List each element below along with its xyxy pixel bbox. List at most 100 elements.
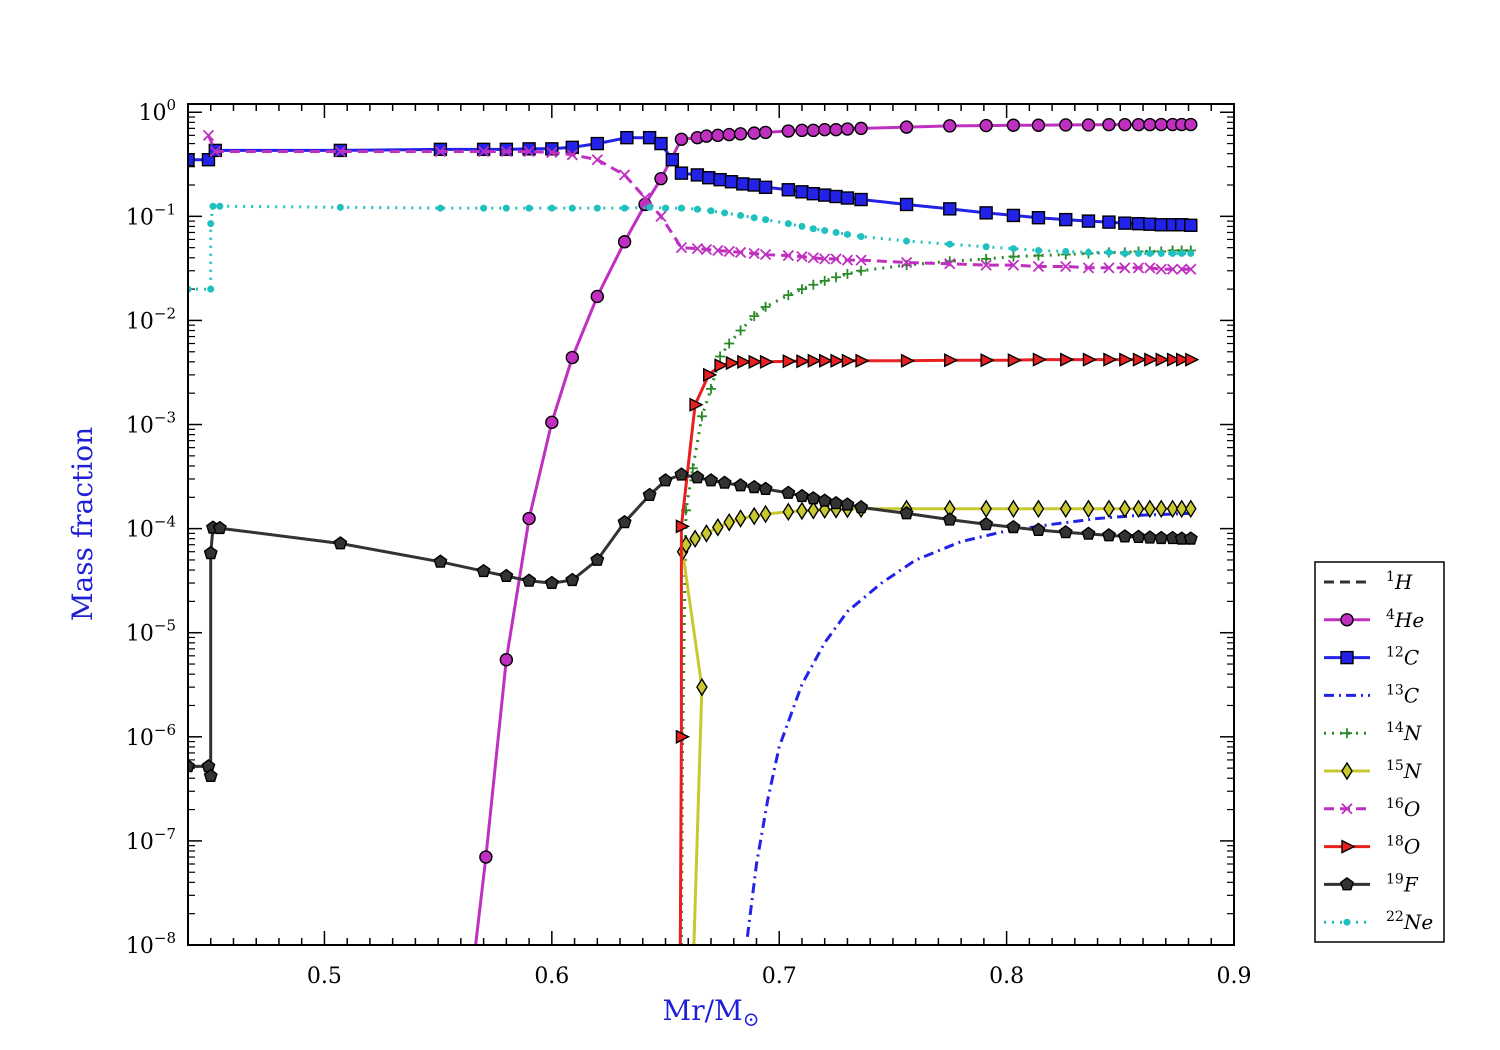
data-point [903,237,911,245]
data-point [856,265,867,276]
data-point [1102,117,1116,132]
data-point [750,214,758,222]
data-point [758,481,773,495]
data-point [1132,262,1145,274]
x-tick-label: 0.7 [762,964,797,989]
data-point [1006,118,1021,132]
legend-item: 19F [1324,871,1419,896]
data-point [794,488,809,503]
data-point [654,136,668,151]
data-point [334,145,346,158]
legend-marker [1341,803,1353,815]
data-point [689,529,701,549]
data-point [795,123,809,138]
data-point [1118,216,1132,230]
series-13-C [745,511,1191,937]
data-point [1185,352,1200,367]
data-point [762,216,770,224]
data-point [480,204,488,212]
data-point [1082,352,1098,367]
data-point [807,500,820,520]
data-point [724,175,739,189]
data-point [522,573,537,587]
data-point [1143,217,1157,231]
data-point [1103,352,1118,367]
series-layer [188,117,1200,945]
data-point [639,192,651,204]
y-tick-labels: 10−8 10−7 10−6 10−5 10−4 10−3 10−2 10−1 100 [126,96,176,959]
data-point [711,128,725,143]
data-point [748,247,760,260]
data-point [1032,260,1045,273]
series-22-Ne [188,202,1195,293]
data-point [841,254,854,266]
data-point [1007,259,1020,271]
data-point [734,509,747,528]
x-tick-labels: 0.5 0.6 0.7 0.8 0.9 [307,964,1252,989]
data-point [854,500,869,514]
data-point [1144,352,1159,367]
data-point [748,354,763,369]
legend-label: 13C [1386,682,1419,707]
data-point [1060,260,1072,273]
data-point [817,493,832,507]
data-point [1142,530,1157,544]
data-point [689,397,704,412]
data-point [1154,218,1168,232]
data-point [207,285,215,293]
data-point [1082,262,1095,274]
legend-marker [1343,918,1351,926]
data-point [566,149,578,161]
data-point [854,121,868,136]
data-point [675,242,688,254]
data-point [522,142,536,156]
data-point [646,203,654,211]
data-point [817,188,832,202]
data-point [979,516,994,531]
data-point [523,145,535,158]
data-point [436,204,444,212]
data-point [1185,263,1197,275]
series-line [678,358,1191,945]
data-point [942,512,957,526]
data-point [700,524,713,543]
data-point [1178,249,1186,257]
data-point [1144,499,1156,519]
legend-label: 4He [1386,607,1424,632]
data-point [944,353,959,368]
data-point [590,136,605,151]
data-point [568,204,576,212]
data-point [784,220,792,228]
series-line [207,134,1191,271]
data-point [899,120,914,134]
data-point [336,203,344,211]
x-axis-title: Mr/M⊙ [663,994,760,1031]
data-point [1058,525,1073,539]
legend-label: 18O [1386,834,1420,859]
data-point [734,246,747,259]
data-point [781,124,796,138]
data-point [737,211,745,219]
data-point [1166,263,1179,275]
data-point [703,473,719,487]
legend-item: 1H [1324,569,1413,594]
data-point [749,311,760,322]
data-point [943,119,957,133]
data-point [806,186,821,201]
data-point [1131,216,1146,231]
data-point [979,206,993,220]
data-point [1187,249,1195,257]
data-point [981,253,992,264]
legend-item: 16O [1324,796,1420,821]
data-point [699,129,714,143]
data-point [899,197,914,212]
legend-label: 1H [1386,569,1413,594]
data-point [819,253,831,265]
data-point [723,512,736,532]
data-point [544,575,559,589]
data-point [758,125,773,140]
data-point [565,350,579,365]
data-point [655,210,667,222]
data-point [807,252,819,264]
legend-label: 15N [1386,758,1423,783]
